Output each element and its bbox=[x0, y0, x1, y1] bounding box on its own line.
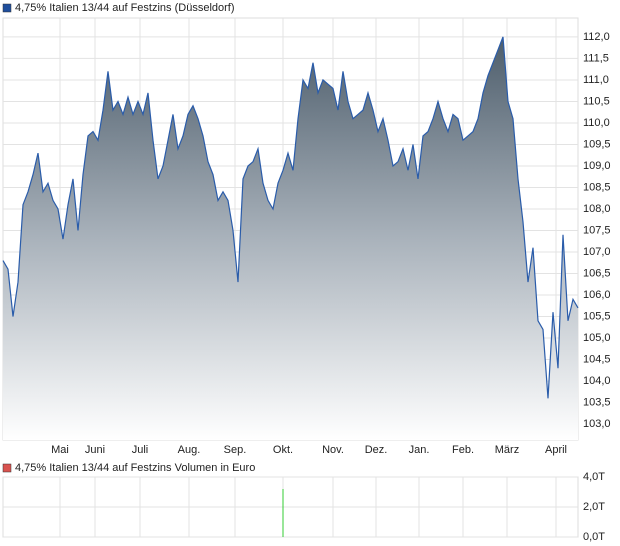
y-tick-label: 108,5 bbox=[583, 181, 611, 193]
y-tick-label: 111,5 bbox=[583, 52, 609, 64]
x-tick-label: Mai bbox=[51, 444, 69, 456]
x-tick-label: April bbox=[545, 444, 567, 456]
y-tick-label: 109,0 bbox=[583, 160, 611, 172]
x-tick-label: Sep. bbox=[224, 444, 247, 456]
y-tick-label: 105,5 bbox=[583, 310, 611, 322]
y-tick-label: 106,5 bbox=[583, 267, 611, 279]
y-tick-label: 108,0 bbox=[583, 203, 611, 215]
x-tick-label: Dez. bbox=[365, 444, 388, 456]
x-tick-label: Juli bbox=[132, 444, 149, 456]
volume-bar bbox=[282, 489, 284, 537]
y-tick-label: 0,0T bbox=[583, 531, 605, 543]
y-tick-label: 4,0T bbox=[583, 471, 605, 483]
x-tick-label: Nov. bbox=[322, 444, 344, 456]
x-tick-label: März bbox=[495, 444, 519, 456]
y-tick-label: 2,0T bbox=[583, 501, 605, 513]
y-tick-label: 110,5 bbox=[583, 95, 610, 107]
y-tick-label: 104,0 bbox=[583, 375, 611, 387]
x-tick-label: Okt. bbox=[273, 444, 293, 456]
chart-title: 4,75% Italien 13/44 auf Festzins Volumen… bbox=[15, 462, 255, 474]
x-tick-label: Juni bbox=[85, 444, 105, 456]
y-tick-label: 106,0 bbox=[583, 289, 611, 301]
legend-swatch bbox=[2, 463, 12, 473]
x-tick-label: Feb. bbox=[452, 444, 474, 456]
chart-title: 4,75% Italien 13/44 auf Festzins (Düssel… bbox=[15, 2, 235, 14]
y-tick-label: 112,0 bbox=[583, 31, 610, 43]
y-tick-label: 103,5 bbox=[583, 396, 611, 408]
price-line bbox=[2, 36, 579, 399]
y-tick-label: 105,0 bbox=[583, 332, 611, 344]
x-tick-label: Aug. bbox=[178, 444, 201, 456]
y-tick-label: 109,5 bbox=[583, 138, 611, 150]
y-tick-label: 103,0 bbox=[583, 418, 611, 430]
y-tick-label: 107,5 bbox=[583, 224, 611, 236]
y-tick-label: 111,0 bbox=[583, 74, 609, 86]
y-tick-label: 107,0 bbox=[583, 246, 611, 258]
y-tick-label: 110,0 bbox=[583, 117, 610, 129]
legend-swatch bbox=[2, 3, 12, 13]
y-tick-label: 104,5 bbox=[583, 353, 611, 365]
area-fill bbox=[3, 36, 578, 441]
x-tick-label: Jan. bbox=[409, 444, 430, 456]
